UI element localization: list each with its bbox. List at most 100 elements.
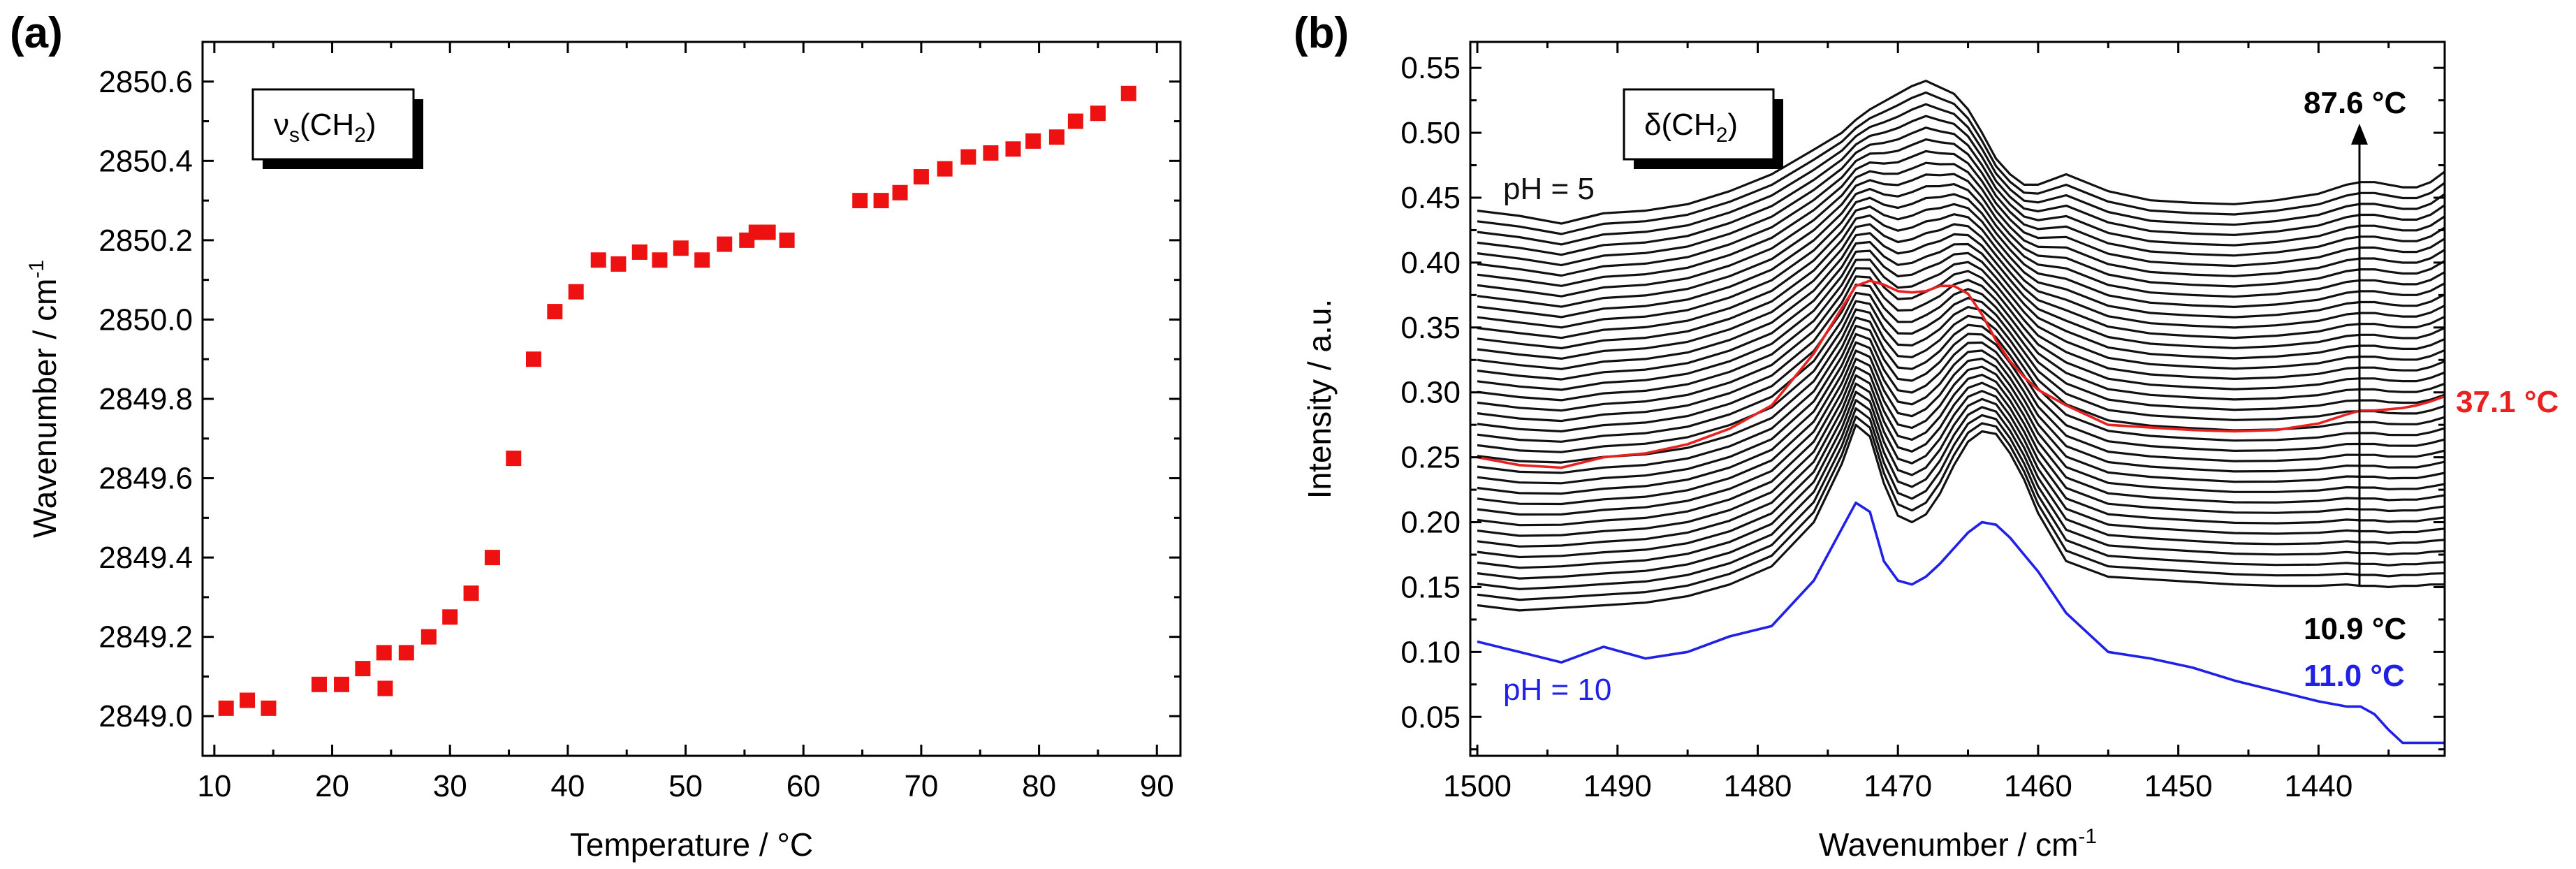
a-ytick-label: 2850.4 <box>98 144 193 178</box>
a-xtick-label: 80 <box>1022 769 1056 803</box>
black-spectrum <box>1477 91 2445 235</box>
a-data-point <box>1090 105 1106 122</box>
black-spectrum <box>1477 115 2445 256</box>
a-data-point <box>610 256 627 272</box>
a-data-point <box>398 645 414 661</box>
black-spectrum <box>1477 341 2445 506</box>
black-spectrum <box>1477 423 2445 612</box>
a-data-point <box>652 252 668 268</box>
a-data-point <box>1048 129 1064 145</box>
a-data-point <box>311 676 327 692</box>
panel-a-ylabel: Wavenumber / cm-1 <box>25 260 63 538</box>
a-ytick-label: 2850.0 <box>98 302 193 337</box>
black-spectrum <box>1477 138 2445 277</box>
blue-spectrum-ph10 <box>1477 501 2445 745</box>
black-spectrum <box>1477 267 2445 412</box>
black-spectrum <box>1477 374 2445 548</box>
black-spectrum <box>1477 415 2445 601</box>
a-ytick-label: 2849.8 <box>98 382 193 416</box>
a-data-point <box>590 252 606 268</box>
b-ytick-label: 0.55 <box>1400 51 1461 85</box>
b-ytick-label: 0.15 <box>1400 570 1461 604</box>
a-data-point <box>960 149 976 165</box>
black-spectrum <box>1477 308 2445 464</box>
black-spectrum <box>1477 333 2445 495</box>
a-data-point <box>463 585 479 601</box>
a-xtick-label: 10 <box>197 769 231 803</box>
red-spectrum-37-1 <box>1477 279 2445 469</box>
black-spectrum <box>1477 358 2445 527</box>
a-data-point <box>673 240 689 256</box>
b-xtick-label: 1500 <box>1443 769 1512 803</box>
panel-a-markers <box>218 85 1136 716</box>
black-spectrum <box>1477 213 2445 350</box>
a-data-point <box>760 224 776 240</box>
a-data-point <box>484 550 500 566</box>
panel-b: (b) 1500 1490 1480 1470 1460 1450 1440 0.05 0.10… <box>1294 9 2559 863</box>
b-ytick-label: 0.30 <box>1400 376 1461 410</box>
black-spectrum <box>1477 126 2445 267</box>
t-bottom-label: 10.9 °C <box>2304 612 2406 646</box>
b-xtick-label: 1490 <box>1583 769 1652 803</box>
black-spectrum <box>1477 249 2445 391</box>
panel-b-annotation-box <box>1623 88 1775 161</box>
a-data-point <box>377 680 393 696</box>
black-spectrum <box>1477 399 2445 580</box>
a-data-point <box>334 676 350 692</box>
black-spectrum <box>1477 223 2445 360</box>
b-ytick-label: 0.20 <box>1400 506 1461 540</box>
a-ytick-label: 2850.6 <box>98 65 193 99</box>
black-spectrum <box>1477 283 2445 433</box>
a-data-point <box>1005 141 1021 157</box>
b-ytick-label: 0.05 <box>1400 700 1461 734</box>
panel-a-axes: 10 20 30 40 50 60 70 80 90 2849.0 2849.2 2849.4 2849… <box>98 42 1180 803</box>
black-spectrum <box>1477 80 2445 225</box>
panel-b-ylabel: Intensity / a.u. <box>1301 299 1338 499</box>
a-xtick-label: 90 <box>1140 769 1174 803</box>
a-data-point <box>892 184 908 200</box>
a-data-point <box>218 700 234 716</box>
a-data-point <box>568 284 584 300</box>
a-ytick-label: 2849.2 <box>98 620 193 655</box>
b-xtick-label: 1460 <box>2004 769 2072 803</box>
t-top-label: 87.6 °C <box>2304 86 2406 120</box>
black-spectrum <box>1477 382 2445 559</box>
a-data-point <box>1025 133 1041 149</box>
panel-b-frame <box>1469 41 2446 757</box>
b-ytick-label: 0.10 <box>1400 635 1461 669</box>
a-data-point <box>694 252 710 268</box>
a-data-point <box>420 629 437 645</box>
black-spectrum <box>1477 316 2445 474</box>
a-data-point <box>376 645 392 661</box>
t-blue-label: 11.0 °C <box>2304 659 2405 693</box>
black-spectrum <box>1477 240 2445 381</box>
black-spectrum <box>1477 258 2445 402</box>
black-spectrum <box>1477 149 2445 287</box>
black-spectrum <box>1477 349 2445 516</box>
ph5-label: pH = 5 <box>1503 172 1595 206</box>
black-spectrum <box>1477 183 2445 319</box>
a-data-point <box>506 451 522 467</box>
b-ytick-label: 0.35 <box>1400 311 1461 345</box>
a-data-point <box>355 661 371 677</box>
panel-b-label: (b) <box>1294 9 1349 57</box>
a-data-point <box>717 236 733 252</box>
ph10-label: pH = 10 <box>1503 673 1611 707</box>
b-xtick-label: 1470 <box>1864 769 1932 803</box>
a-data-point <box>525 351 541 367</box>
a-ytick-label: 2849.6 <box>98 462 193 496</box>
black-spectrum <box>1477 173 2445 308</box>
a-xtick-label: 40 <box>550 769 585 803</box>
panel-a-annotation-box <box>251 88 415 161</box>
panel-a-annotation-text: νs(CH2) <box>274 108 376 147</box>
black-spectrum <box>1477 324 2445 485</box>
a-xtick-label: 20 <box>315 769 349 803</box>
b-ytick-label: 0.40 <box>1400 246 1461 280</box>
a-data-point <box>261 700 277 716</box>
a-data-point <box>913 169 929 185</box>
b-ytick-label: 0.25 <box>1400 441 1461 475</box>
a-data-point <box>779 232 795 248</box>
black-spectrum <box>1477 232 2445 370</box>
a-data-point <box>442 609 458 625</box>
